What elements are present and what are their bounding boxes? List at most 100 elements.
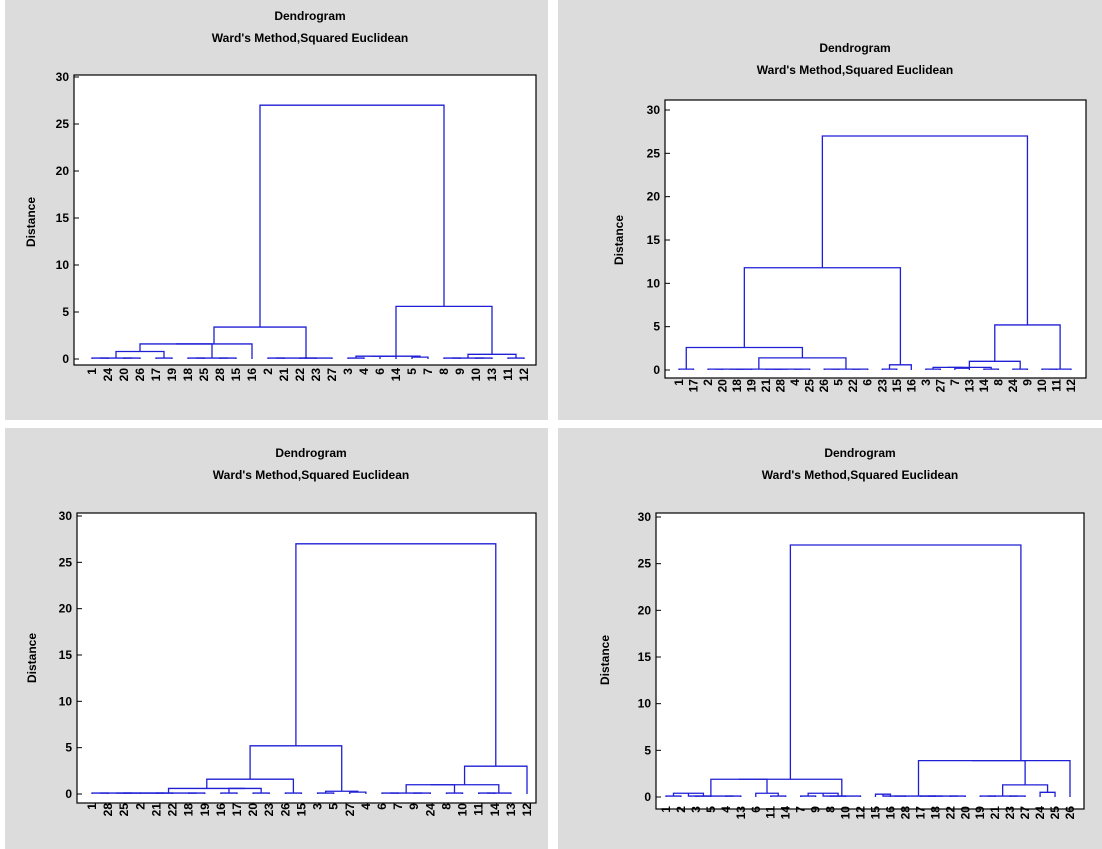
- dendrogram-link: [738, 778, 843, 797]
- y-axis-ticks: 0 5 10 15 20 25 30: [647, 103, 670, 377]
- x-leaf-label: 24: [1033, 806, 1047, 820]
- y-tick-label: 10: [56, 258, 70, 272]
- x-leaf-label: 14: [779, 806, 793, 820]
- dendrogram-links: [91, 543, 528, 794]
- y-tick-label: 0: [653, 363, 660, 377]
- chart-subtitle: Ward's Method,Squared Euclidean: [757, 63, 953, 77]
- plot-area: [73, 74, 537, 366]
- y-tick-label: 0: [644, 790, 651, 804]
- x-leaf-label: 4: [788, 379, 802, 386]
- x-leaf-label: 3: [311, 803, 325, 810]
- x-leaf-label: 22: [166, 803, 180, 817]
- x-leaf-label: 2: [261, 368, 275, 375]
- x-leaf-label: 13: [962, 379, 976, 393]
- x-axis-leaf-labels: 1 24 20 26 17 19 18 25 28 15 16 2 21 22 23 27 3 4 6 14 5 7 8 9 1…: [85, 368, 531, 382]
- x-leaf-label: 25: [117, 803, 131, 817]
- y-tick-label: 25: [59, 555, 73, 569]
- y-axis-ticks: 0 5 10 15 20 25 30: [56, 70, 79, 366]
- dendrogram-link: [486, 792, 512, 794]
- x-leaf-label: 17: [230, 803, 244, 817]
- x-leaf-label: 24: [1006, 379, 1020, 393]
- y-tick-label: 15: [56, 211, 70, 225]
- x-leaf-label: 26: [133, 368, 147, 382]
- dendrogram-link: [167, 787, 246, 794]
- dendrogram-link: [295, 543, 497, 767]
- x-leaf-label: 12: [517, 368, 531, 382]
- x-leaf-label: 27: [343, 803, 357, 817]
- x-leaf-label: 23: [262, 803, 276, 817]
- chart-title: Dendrogram: [819, 41, 890, 55]
- x-leaf-label: 27: [933, 379, 947, 393]
- x-leaf-label: 13: [485, 368, 499, 382]
- x-leaf-label: 17: [913, 806, 927, 820]
- x-leaf-label: 19: [165, 368, 179, 382]
- dendrogram-link: [685, 346, 804, 370]
- dendrogram-link: [821, 135, 1029, 325]
- x-leaf-label: 5: [832, 379, 846, 386]
- y-tick-label: 15: [647, 233, 661, 247]
- chart-subtitle: Ward's Method,Squared Euclidean: [213, 468, 409, 482]
- x-leaf-label: 8: [991, 379, 1005, 386]
- y-tick-label: 0: [62, 352, 69, 366]
- y-tick-label: 10: [647, 276, 661, 290]
- x-leaf-label: 1: [85, 368, 99, 375]
- x-leaf-label: 24: [423, 803, 437, 817]
- dendrogram-link: [947, 366, 992, 370]
- x-leaf-label: 27: [325, 368, 339, 382]
- x-leaf-label: 16: [904, 379, 918, 393]
- x-leaf-label: 19: [198, 803, 212, 817]
- y-axis-label: Distance: [24, 197, 38, 247]
- x-leaf-label: 10: [839, 806, 853, 820]
- dendrogram-link: [259, 104, 445, 328]
- x-leaf-label: 17: [149, 368, 163, 382]
- x-leaf-label: 19: [973, 806, 987, 820]
- x-leaf-label: 28: [213, 368, 227, 382]
- dendrogram-link: [770, 795, 787, 797]
- x-leaf-label: 28: [898, 806, 912, 820]
- x-axis-leaf-labels: 1 28 25 2 21 22 18 19 16 17 20 23 26 15 3 5 27 4 6 7 9 24 8 10 1…: [85, 803, 534, 817]
- x-leaf-label: 24: [101, 368, 115, 382]
- x-leaf-label: 18: [928, 806, 942, 820]
- x-axis-leaf-labels: 1 17 2 20 18 19 21 28 4 25 26 5 22 6 23 15 16 3 27 7 13 14 8 24…: [672, 379, 1078, 393]
- y-tick-label: 25: [647, 146, 661, 160]
- x-leaf-label: 2: [674, 806, 688, 813]
- x-leaf-label: 7: [391, 803, 405, 810]
- y-tick-label: 30: [638, 510, 652, 524]
- x-leaf-label: 18: [730, 379, 744, 393]
- y-axis-ticks: 0 5 10 15 20 25 30: [59, 509, 82, 801]
- x-leaf-label: 21: [759, 379, 773, 393]
- x-leaf-label: 12: [1064, 379, 1078, 393]
- x-leaf-label: 28: [774, 379, 788, 393]
- x-axis-leaf-labels: 1 2 3 5 4 13 6 11 14 7 9 8 10 12 15 16 28 17 18 22 20 19 21 23 2…: [659, 806, 1077, 820]
- y-tick-label: 20: [59, 602, 73, 616]
- dendrogram-link: [789, 544, 1022, 780]
- x-leaf-label: 3: [341, 368, 355, 375]
- x-leaf-label: 22: [293, 368, 307, 382]
- x-leaf-label: 10: [469, 368, 483, 382]
- x-leaf-label: 11: [501, 368, 515, 381]
- dendrogram-link: [665, 795, 682, 797]
- x-leaf-label: 17: [687, 379, 701, 393]
- y-tick-label: 0: [65, 787, 72, 801]
- x-leaf-label: 15: [868, 806, 882, 820]
- x-leaf-label: 25: [803, 379, 817, 393]
- x-leaf-label: 23: [309, 368, 323, 382]
- y-tick-label: 30: [59, 509, 73, 523]
- x-leaf-label: 7: [948, 379, 962, 386]
- plot-area: [76, 512, 537, 804]
- dendrogram-link: [1049, 368, 1072, 370]
- chart-subtitle: Ward's Method,Squared Euclidean: [762, 468, 958, 482]
- x-leaf-label: 14: [488, 803, 502, 817]
- y-axis-ticks: 0 5 10 15 20 25 30: [638, 510, 661, 804]
- dendrogram-link: [800, 795, 817, 797]
- x-leaf-label: 13: [734, 806, 748, 820]
- x-leaf-label: 26: [817, 379, 831, 393]
- x-leaf-label: 26: [1063, 806, 1077, 820]
- x-leaf-label: 20: [117, 368, 131, 382]
- dendrogram-link: [276, 357, 333, 359]
- x-leaf-label: 7: [794, 806, 808, 813]
- y-tick-label: 25: [56, 117, 70, 131]
- dendrogram-panel-1: Dendrogram Ward's Method,Squared Euclide…: [5, 0, 548, 420]
- x-leaf-label: 4: [359, 803, 373, 810]
